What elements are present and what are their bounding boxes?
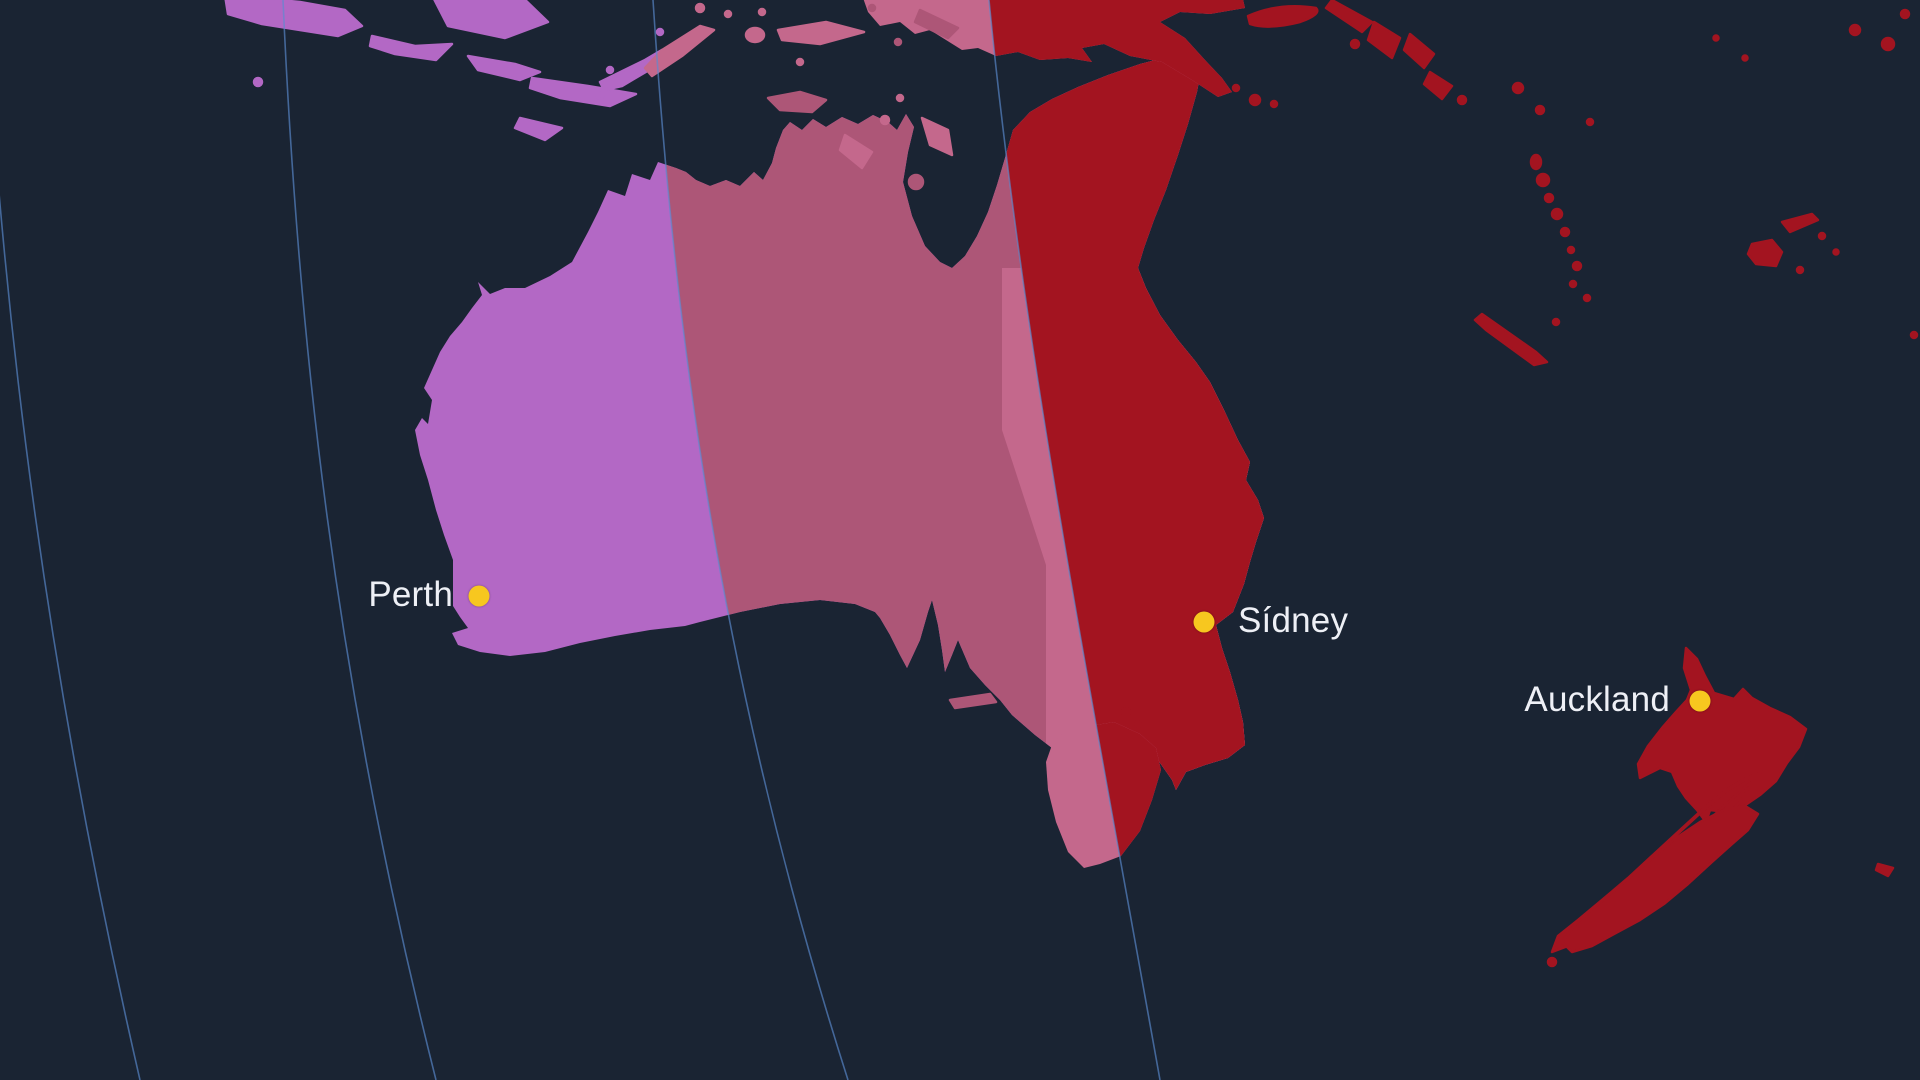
small-island — [1817, 231, 1827, 241]
small-island — [1795, 265, 1805, 275]
vanuatu-island — [1566, 245, 1576, 255]
islands-indonesia-west — [224, 0, 668, 142]
new-ireland-island — [1324, 0, 1374, 34]
loyalty-island — [1551, 317, 1561, 327]
babar-island — [795, 57, 805, 67]
islands-pacific — [1231, 0, 1919, 968]
kei-islands — [879, 114, 891, 126]
meridian-line-3 — [652, 0, 849, 1080]
groote-eylandt — [907, 173, 925, 191]
small-island — [1832, 248, 1840, 256]
java-island — [224, 0, 364, 38]
chatham-islands — [1874, 862, 1895, 878]
vanuatu-island — [1559, 226, 1571, 238]
islands-indonesia-east — [643, 2, 954, 170]
small-island — [867, 3, 877, 13]
vanuatu-island — [1535, 172, 1551, 188]
rote-island — [595, 91, 605, 101]
fiji-viti-levu — [1746, 238, 1784, 268]
meridian-lines — [0, 0, 1161, 1080]
city-label: Auckland — [1524, 680, 1670, 720]
vanuatu-island — [1529, 153, 1543, 171]
small-island — [605, 65, 615, 75]
vanuatu-island — [1568, 279, 1578, 289]
small-island — [1909, 330, 1919, 340]
small-island — [1712, 34, 1720, 42]
new-zealand-north-island — [1636, 646, 1808, 824]
santa-cruz-island — [1585, 117, 1595, 127]
tanimbar-islands — [838, 133, 874, 170]
meridian-line-1 — [0, 195, 141, 1080]
islands-northern-territory — [766, 3, 998, 710]
city-label: Perth — [368, 575, 453, 615]
sulawesi-island — [433, 0, 550, 40]
seram-island — [776, 20, 866, 46]
small-island — [694, 2, 706, 14]
sumbawa-island — [466, 54, 542, 82]
small-island — [1349, 38, 1361, 50]
dentrecasteaux-island — [1248, 93, 1262, 107]
flinders-island-2 — [1134, 720, 1142, 728]
small-island — [1269, 99, 1279, 109]
vanuatu-island — [1543, 192, 1555, 204]
bali-lombok-islands — [368, 34, 454, 62]
solomon-island — [1402, 32, 1436, 70]
new-britain-island — [1246, 4, 1319, 28]
small-island — [757, 7, 767, 17]
wessel-islands — [913, 8, 960, 40]
small-island — [1899, 8, 1911, 20]
city-dot-icon[interactable] — [1689, 690, 1711, 712]
new-zealand-south-island-body — [1560, 804, 1760, 954]
timor-east — [643, 24, 716, 78]
small-island — [1848, 23, 1862, 37]
small-island — [1880, 36, 1896, 52]
stewart-island — [1546, 956, 1558, 968]
city-label: Sídney — [1238, 601, 1349, 641]
city-dot-icon[interactable] — [468, 585, 490, 607]
small-island — [655, 27, 665, 37]
melville-island — [766, 90, 828, 114]
fiji-vanua-levu — [1780, 212, 1820, 234]
vanuatu-island — [1582, 293, 1592, 303]
flinders-island — [1121, 707, 1131, 717]
aru-islands — [920, 116, 954, 157]
sumba-island — [513, 116, 564, 142]
small-island — [893, 37, 903, 47]
buru-island — [744, 26, 766, 44]
small-island — [1456, 94, 1468, 106]
solomon-island-2 — [1422, 70, 1454, 101]
flores-island — [528, 76, 638, 108]
new-caledonia-island — [1473, 312, 1549, 367]
city-dot-icon[interactable] — [1193, 611, 1215, 633]
small-island — [252, 76, 264, 88]
vanuatu-island — [1571, 260, 1583, 272]
kangaroo-island — [948, 692, 998, 710]
vanuatu-island — [1550, 207, 1564, 221]
small-island — [895, 93, 905, 103]
small-island — [1741, 54, 1749, 62]
small-island — [1534, 104, 1546, 116]
small-island — [1231, 83, 1241, 93]
meridian-line-4 — [988, 0, 1161, 1080]
bougainville-island — [1366, 20, 1402, 60]
meridian-line-2 — [282, 0, 437, 1080]
small-island — [723, 9, 733, 19]
small-island — [1511, 81, 1525, 95]
